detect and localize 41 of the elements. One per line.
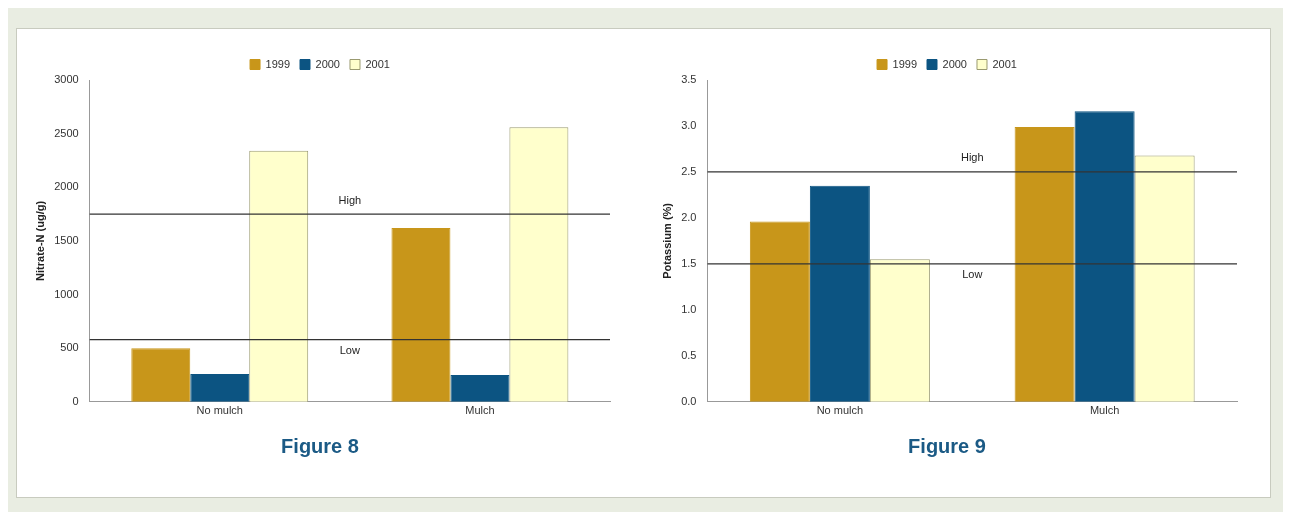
bar bbox=[131, 348, 191, 402]
y-tick-label: 1.0 bbox=[680, 302, 697, 315]
y-tick-label: 1000 bbox=[54, 287, 79, 300]
ref-line-label: High bbox=[960, 151, 984, 164]
y-axis-title: Nitrate-N (ug/g) bbox=[33, 200, 46, 281]
y-tick-label: 2000 bbox=[54, 180, 79, 193]
y-tick-label: 0.0 bbox=[680, 394, 697, 407]
legend-label: 1999 bbox=[892, 57, 917, 70]
bar bbox=[809, 185, 870, 402]
y-axis-title: Potassium (%) bbox=[660, 202, 673, 279]
y-tick-label: 3000 bbox=[54, 73, 79, 86]
legend-label: 2000 bbox=[942, 57, 967, 70]
y-tick-label: 2500 bbox=[54, 126, 79, 139]
x-tick-label: No mulch bbox=[816, 404, 863, 417]
bar bbox=[749, 221, 810, 402]
y-tick-label: 2.5 bbox=[680, 164, 697, 177]
y-tick-label: 1.5 bbox=[680, 256, 697, 269]
y-tick-label: 3.5 bbox=[680, 73, 697, 86]
y-tick-label: 0.5 bbox=[680, 348, 697, 361]
bar bbox=[391, 228, 451, 402]
legend-label: 2001 bbox=[992, 57, 1017, 70]
bar bbox=[1074, 111, 1135, 402]
text: Figure 8 bbox=[281, 434, 360, 457]
legend-label: 2000 bbox=[315, 57, 341, 70]
x-tick-label: Mulch bbox=[465, 404, 495, 417]
bar bbox=[190, 373, 250, 402]
y-tick-label: 500 bbox=[60, 341, 79, 354]
ref-line-label: Low bbox=[339, 344, 361, 357]
legend-label: 1999 bbox=[265, 57, 291, 70]
legend-label: 2001 bbox=[365, 57, 391, 70]
bar bbox=[1014, 126, 1075, 402]
x-tick-label: No mulch bbox=[196, 404, 244, 417]
y-tick-label: 2.0 bbox=[680, 210, 697, 223]
x-tick-label: Mulch bbox=[1089, 404, 1120, 417]
bar bbox=[450, 374, 510, 402]
y-tick-label: 3.0 bbox=[680, 119, 697, 131]
ref-line-label: Low bbox=[961, 268, 983, 281]
y-tick-label: 0 bbox=[72, 394, 79, 407]
text: Figure 9 bbox=[907, 434, 986, 457]
y-tick-label: 1500 bbox=[54, 233, 79, 246]
ref-line-label: High bbox=[338, 193, 362, 206]
